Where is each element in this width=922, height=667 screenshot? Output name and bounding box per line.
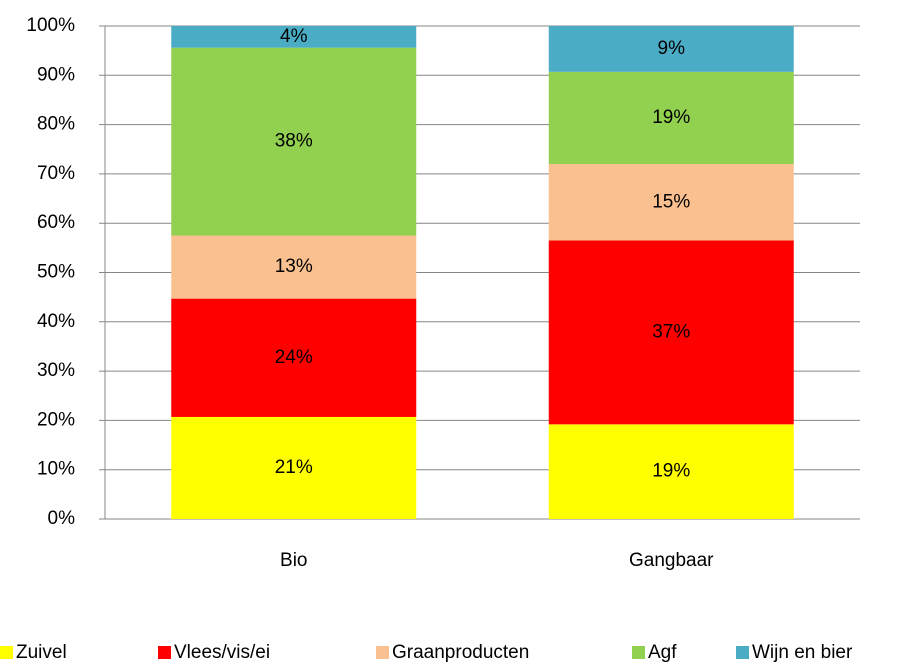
legend-label: Wijn en bier — [752, 642, 853, 663]
y-tick-label: 50% — [37, 262, 75, 283]
legend-label: Agf — [648, 642, 677, 663]
y-tick-label: 60% — [37, 212, 75, 233]
y-tick-label: 80% — [37, 114, 75, 135]
x-tick-label: Bio — [280, 550, 307, 571]
bar-segment — [171, 26, 417, 48]
bar-segment — [548, 26, 794, 72]
data-label: 24% — [275, 347, 313, 368]
y-tick-label: 10% — [37, 459, 75, 480]
data-label: 19% — [652, 107, 690, 128]
legend-swatch — [0, 646, 13, 659]
bar-segment — [548, 424, 794, 519]
legend-swatch — [376, 646, 389, 659]
bar-segment — [171, 47, 417, 236]
y-tick-label: 30% — [37, 360, 75, 381]
data-label: 13% — [275, 256, 313, 277]
bar-segment — [171, 416, 417, 519]
bar-segment — [171, 235, 417, 299]
y-tick-label: 40% — [37, 311, 75, 332]
data-label: 19% — [652, 461, 690, 482]
data-label: 38% — [275, 131, 313, 152]
bar-segment — [548, 164, 794, 241]
data-label: 4% — [280, 26, 308, 47]
data-label: 21% — [275, 457, 313, 478]
bar-segment — [171, 298, 417, 417]
legend-swatch — [158, 646, 171, 659]
y-tick-label: 0% — [48, 508, 76, 529]
bar-segment — [548, 71, 794, 165]
data-label: 37% — [652, 321, 690, 342]
y-tick-label: 90% — [37, 64, 75, 85]
legend-swatch — [736, 646, 749, 659]
legend-label: Vlees/vis/ei — [174, 642, 270, 663]
legend-label: Zuivel — [16, 642, 67, 663]
legend-label: Graanproducten — [392, 642, 529, 663]
x-tick-label: Gangbaar — [629, 550, 714, 571]
y-tick-label: 100% — [26, 15, 75, 36]
legend-swatch — [632, 646, 645, 659]
data-label: 9% — [658, 38, 686, 59]
data-label: 15% — [652, 191, 690, 212]
y-tick-label: 20% — [37, 409, 75, 430]
bar-segment — [548, 240, 794, 425]
y-tick-label: 70% — [37, 163, 75, 184]
